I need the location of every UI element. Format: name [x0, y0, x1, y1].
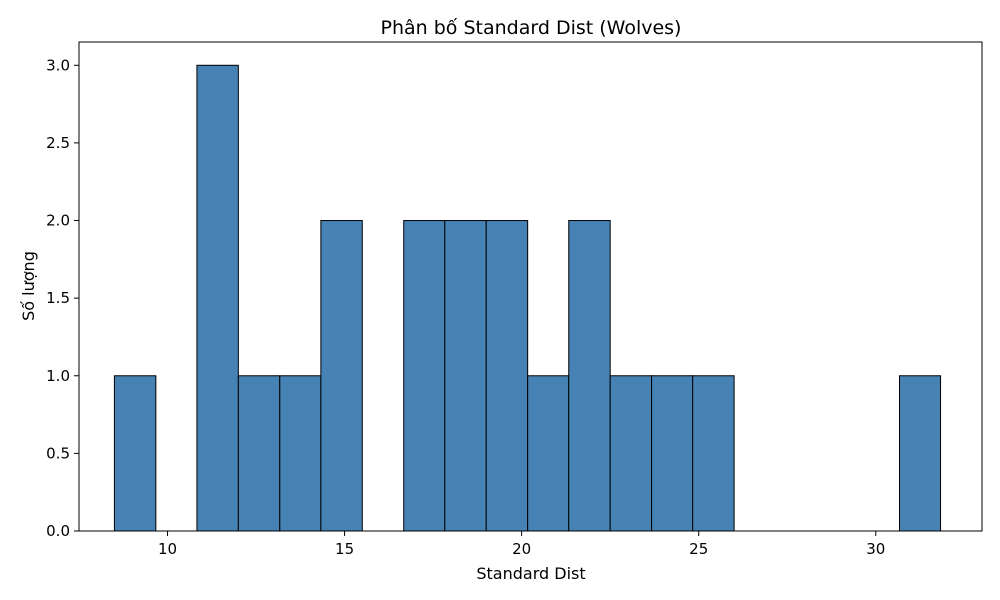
chart-title: Phân bố Standard Dist (Wolves)	[381, 17, 682, 39]
x-tick-label: 20	[512, 540, 531, 558]
y-axis-label: Số lượng	[19, 251, 38, 321]
x-tick-label: 15	[335, 540, 354, 558]
histogram-bar-10	[527, 375, 570, 532]
y-tick-label: 1.0	[46, 367, 70, 385]
histogram-bar-4	[279, 375, 322, 532]
histogram-bar-7	[403, 220, 446, 532]
histogram-bar-12	[609, 375, 653, 532]
x-axis-label: Standard Dist	[476, 564, 585, 583]
histogram-bar-19	[898, 375, 942, 532]
histogram-bar-8	[444, 220, 487, 532]
y-axis-ticks: 0.0 0.5 1.0 1.5 2.0 2.5 3.0	[46, 56, 79, 540]
y-tick-label: 0.5	[46, 444, 70, 462]
histogram-bar-2	[196, 64, 239, 532]
histogram-bar-11	[568, 220, 611, 532]
y-tick-label: 0.0	[46, 522, 70, 540]
histogram-bar-14	[692, 375, 735, 532]
y-tick-label: 2.5	[46, 134, 70, 152]
x-axis-ticks: 10 15 20 25 30	[158, 531, 885, 558]
bars-group	[113, 64, 942, 532]
y-tick-label: 3.0	[46, 56, 70, 74]
histogram-bar-0	[113, 375, 157, 532]
plot-frame	[78, 41, 983, 532]
histogram-bar-5	[320, 220, 363, 532]
y-tick-label: 1.5	[46, 289, 70, 307]
x-tick-label: 30	[866, 540, 885, 558]
y-tick-label: 2.0	[46, 212, 70, 230]
x-tick-label: 25	[689, 540, 708, 558]
histogram-bar-13	[651, 375, 694, 532]
x-tick-label: 10	[158, 540, 177, 558]
histogram-bar-9	[485, 220, 529, 532]
histogram-bar-3	[237, 375, 281, 532]
